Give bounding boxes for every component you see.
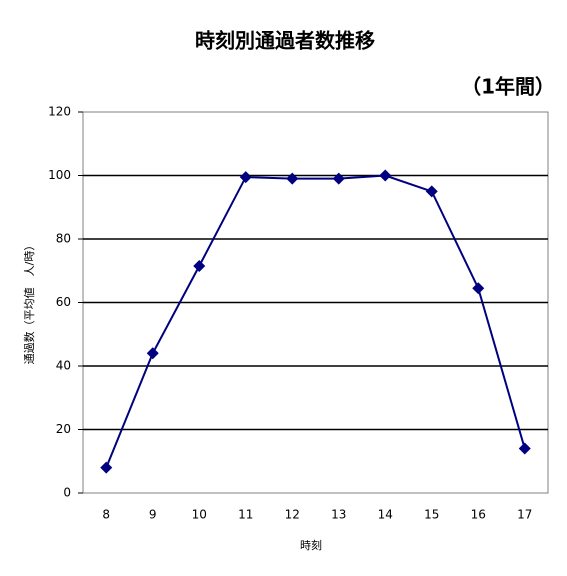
y-tick-label: 100 (48, 168, 71, 182)
x-tick-label: 13 (331, 508, 346, 522)
x-tick-label: 11 (238, 508, 253, 522)
data-marker (379, 169, 392, 182)
data-marker (100, 461, 113, 474)
x-tick-label: 10 (192, 508, 207, 522)
data-marker (425, 185, 438, 198)
data-marker (239, 171, 252, 184)
y-tick-label: 120 (48, 105, 71, 119)
x-tick-label: 9 (149, 508, 157, 522)
data-marker (472, 282, 485, 295)
data-marker (286, 172, 299, 185)
y-tick-label: 0 (63, 486, 71, 500)
chart-title: 時刻別通過者数推移 (195, 29, 375, 53)
data-marker (332, 172, 345, 185)
x-tick-label: 12 (285, 508, 300, 522)
data-marker (518, 442, 531, 455)
x-tick-label: 8 (102, 508, 110, 522)
chart-subtitle: （1年間） (461, 75, 555, 99)
y-tick-label: 20 (56, 422, 71, 436)
data-marker (193, 259, 206, 272)
y-tick-label: 40 (56, 359, 71, 373)
x-tick-label: 17 (517, 508, 532, 522)
y-tick-label: 80 (56, 232, 71, 246)
y-axis-label: 通過数（平均値 人/時） (23, 240, 36, 365)
data-marker (146, 347, 159, 360)
x-axis-label: 時刻 (300, 538, 322, 552)
x-tick-label: 16 (471, 508, 486, 522)
data-line (105, 174, 526, 468)
y-tick-label: 60 (56, 295, 71, 309)
x-tick-label: 14 (378, 508, 393, 522)
x-tick-label: 15 (424, 508, 439, 522)
